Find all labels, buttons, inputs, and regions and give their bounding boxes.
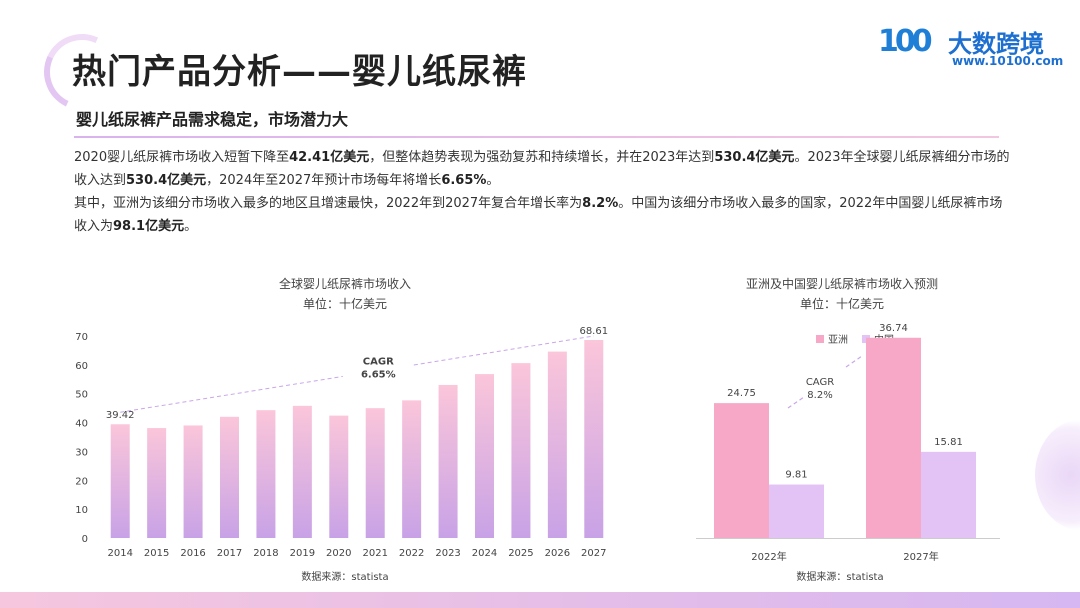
bar	[147, 428, 167, 538]
trend-line	[787, 396, 805, 409]
x-tick-label: 2018	[253, 548, 278, 559]
title-divider	[74, 136, 999, 138]
bar	[365, 408, 385, 538]
x-tick-label: 2026	[545, 548, 570, 559]
x-tick-label: 2021	[362, 548, 387, 559]
bar	[714, 403, 769, 538]
x-tick-label: 2016	[180, 548, 205, 559]
trend-line	[845, 355, 863, 368]
trend-line	[413, 335, 594, 366]
bar	[329, 415, 349, 538]
highlight-text: 530.4亿美元	[714, 150, 795, 165]
x-tick-label: 2023	[435, 548, 460, 559]
x-tick-label: 2019	[290, 548, 315, 559]
bar	[110, 424, 130, 538]
chart-subtitle: 单位：十亿美元	[303, 296, 387, 311]
x-tick-label: 2027年	[903, 550, 938, 563]
x-tick-label: 2014	[107, 548, 132, 559]
summary-paragraph-2: 其中，亚洲为该细分市场收入最多的地区且增速最快，2022年到2027年复合年增长…	[74, 192, 1014, 238]
cagr-value: 8.2%	[807, 390, 832, 401]
body-text: ，但整体趋势表现为强劲复苏和持续增长，并在2023年达到	[369, 150, 715, 165]
chart-subtitle: 单位：十亿美元	[800, 296, 884, 311]
decorative-blob	[1035, 420, 1080, 530]
logo-name: 大数跨境	[948, 30, 1044, 58]
x-tick-label: 2020	[326, 548, 351, 559]
page-subtitle: 婴儿纸尿裤产品需求稳定，市场潜力大	[76, 110, 349, 129]
brand-logo: 100 大数跨境 www.10100.com	[878, 22, 1068, 74]
highlight-text: 42.41亿美元	[289, 150, 370, 165]
legend-label: 亚洲	[828, 334, 848, 346]
chart-source: 数据来源：statista	[796, 570, 883, 583]
chart-title: 全球婴儿纸尿裤市场收入	[279, 276, 411, 291]
bar	[584, 340, 604, 538]
x-tick-label: 2017	[217, 548, 242, 559]
bar	[292, 405, 312, 538]
bar	[183, 425, 203, 538]
highlight-text: 530.4亿美元	[126, 173, 207, 188]
footer-gradient-bar	[0, 592, 1080, 608]
body-text: 。2023年全球婴儿纸尿裤细分市场的收入达到	[74, 150, 1010, 188]
y-tick-label: 10	[75, 505, 88, 516]
bar	[438, 384, 458, 538]
chart-source: 数据来源：statista	[301, 570, 388, 583]
logo-url: www.10100.com	[952, 54, 1064, 68]
cagr-value: 6.65%	[361, 370, 396, 381]
y-tick-label: 60	[75, 361, 88, 372]
cagr-label: CAGR	[806, 377, 834, 388]
bar	[220, 416, 239, 538]
data-label: 68.61	[579, 326, 608, 337]
y-tick-label: 70	[75, 332, 88, 343]
highlight-text: 98.1亿美元	[113, 219, 185, 234]
y-tick-label: 40	[75, 419, 88, 430]
bar	[921, 451, 976, 538]
summary-text: 2020婴儿纸尿裤市场收入短暂下降至42.41亿美元，但整体趋势表现为强劲复苏和…	[74, 146, 1014, 238]
body-text: 其中，亚洲为该细分市场收入最多的地区且增速最快，2022年到2027年复合年增长…	[74, 196, 583, 211]
x-tick-label: 2015	[144, 548, 169, 559]
trend-line	[120, 375, 343, 413]
y-tick-label: 30	[75, 447, 88, 458]
x-tick-label: 2024	[472, 548, 497, 559]
logo-mark: 100	[878, 24, 933, 59]
page-title: 热门产品分析——婴儿纸尿裤	[72, 52, 527, 92]
body-text: ，2024年至2027年预计市场每年将增长	[206, 173, 442, 188]
summary-paragraph-1: 2020婴儿纸尿裤市场收入短暂下降至42.41亿美元，但整体趋势表现为强劲复苏和…	[74, 146, 1014, 192]
cagr-label: CAGR	[363, 357, 394, 368]
body-text: 。	[184, 219, 198, 234]
data-label: 39.42	[106, 410, 135, 421]
body-text: 。中国为该细分市场收入最多的国家，2022年中国婴儿纸尿裤市场收入为	[74, 196, 1003, 234]
bar	[866, 337, 921, 538]
chart-title: 亚洲及中国婴儿纸尿裤市场收入预测	[746, 276, 938, 291]
bar	[475, 374, 494, 538]
bar	[547, 351, 567, 538]
data-label: 9.81	[785, 470, 807, 481]
x-tick-label: 2022	[399, 548, 424, 559]
y-tick-label: 0	[82, 534, 88, 545]
bar	[256, 410, 276, 538]
highlight-text: 6.65%	[441, 173, 487, 188]
x-tick-label: 2022年	[751, 550, 786, 563]
asia-china-forecast-chart: 亚洲及中国婴儿纸尿裤市场收入预测单位：十亿美元亚洲中国24.759.812022…	[696, 276, 1000, 583]
legend-swatch	[816, 335, 824, 343]
body-text: 2020婴儿纸尿裤市场收入短暂下降至	[74, 150, 290, 165]
bar	[402, 400, 422, 538]
data-label: 15.81	[934, 437, 963, 448]
bar	[511, 363, 531, 538]
highlight-text: 8.2%	[582, 196, 619, 211]
y-tick-label: 20	[75, 476, 88, 487]
data-label: 36.74	[879, 323, 908, 334]
body-text: 。	[486, 173, 500, 188]
y-tick-label: 50	[75, 390, 88, 401]
x-tick-label: 2027	[581, 548, 606, 559]
bar	[769, 484, 824, 538]
x-tick-label: 2025	[508, 548, 533, 559]
data-label: 24.75	[727, 388, 756, 399]
